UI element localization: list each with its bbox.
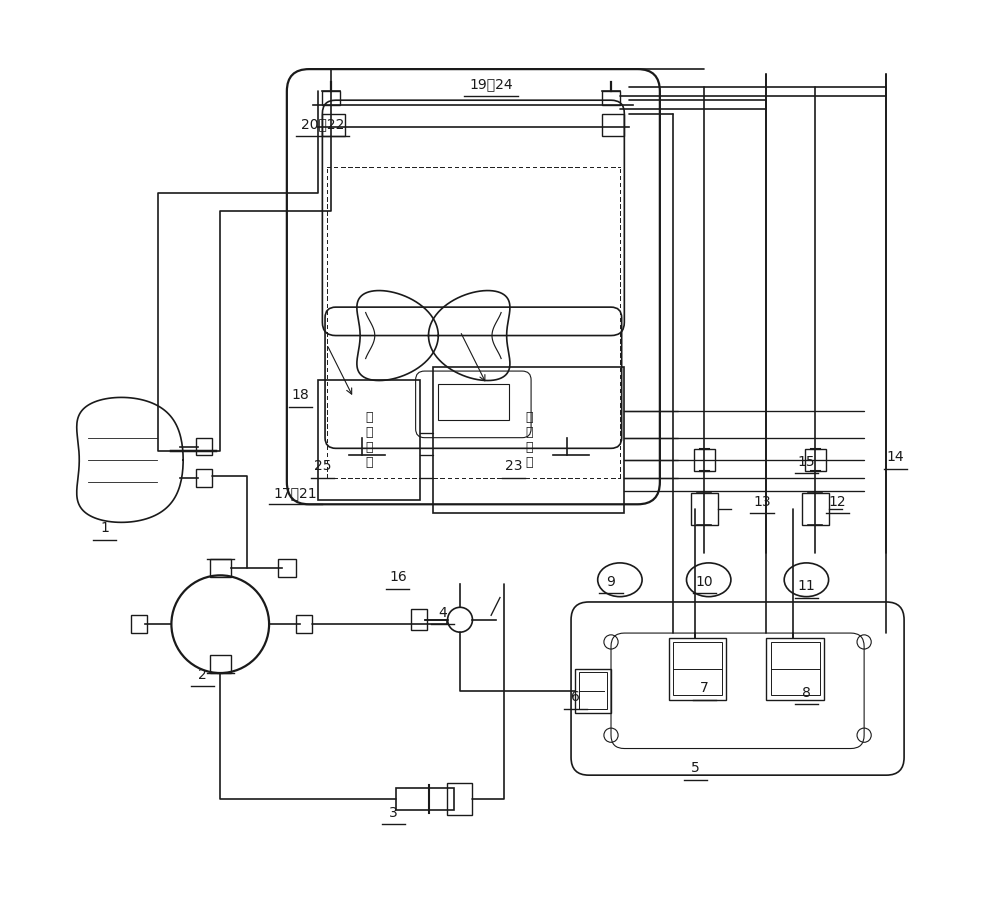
Bar	[579, 672, 607, 710]
Text: 5: 5	[691, 761, 700, 775]
Bar	[802, 492, 829, 525]
Bar	[673, 642, 722, 695]
Text: 4: 4	[438, 606, 447, 620]
Text: 15: 15	[798, 455, 815, 469]
Bar	[433, 366, 624, 513]
Text: 7: 7	[700, 681, 709, 695]
Text: 19、24: 19、24	[469, 78, 513, 91]
Text: 18: 18	[291, 388, 309, 402]
Text: 20、22: 20、22	[301, 117, 344, 132]
Bar	[411, 609, 427, 630]
Text: 2: 2	[198, 667, 207, 682]
Bar	[602, 114, 624, 135]
Text: 23: 23	[505, 459, 522, 474]
Bar	[322, 91, 340, 105]
Bar	[805, 449, 826, 471]
Text: 8: 8	[802, 686, 811, 700]
Bar	[766, 638, 824, 700]
Text: 12: 12	[829, 494, 846, 509]
Text: 25: 25	[314, 459, 331, 474]
Bar	[296, 615, 312, 633]
Bar	[771, 642, 820, 695]
Bar	[196, 437, 212, 456]
Bar	[210, 655, 231, 673]
Bar	[278, 559, 296, 577]
Bar	[602, 91, 620, 105]
Bar	[322, 114, 345, 135]
Bar	[210, 559, 231, 577]
Text: 16: 16	[389, 570, 407, 584]
Text: 11: 11	[798, 579, 815, 594]
Bar	[575, 668, 611, 713]
Text: 10: 10	[695, 575, 713, 589]
Text: 17、21: 17、21	[274, 486, 318, 500]
Bar	[131, 615, 147, 633]
Text: 13: 13	[753, 494, 771, 509]
Bar	[691, 492, 718, 525]
Text: 1: 1	[100, 521, 109, 536]
Bar	[438, 384, 509, 420]
Text: 6: 6	[571, 690, 580, 704]
Text: 9: 9	[607, 575, 615, 589]
Bar	[196, 469, 212, 486]
Text: 3: 3	[389, 805, 398, 820]
Text: 14: 14	[886, 450, 904, 465]
Bar	[318, 380, 420, 500]
Bar	[447, 783, 472, 815]
Bar	[694, 449, 715, 471]
Text: 显
示
单
元: 显 示 单 元	[365, 411, 373, 469]
Bar	[669, 638, 726, 700]
Text: 控
制
单
元: 控 制 单 元	[525, 411, 533, 469]
Bar	[396, 788, 454, 810]
